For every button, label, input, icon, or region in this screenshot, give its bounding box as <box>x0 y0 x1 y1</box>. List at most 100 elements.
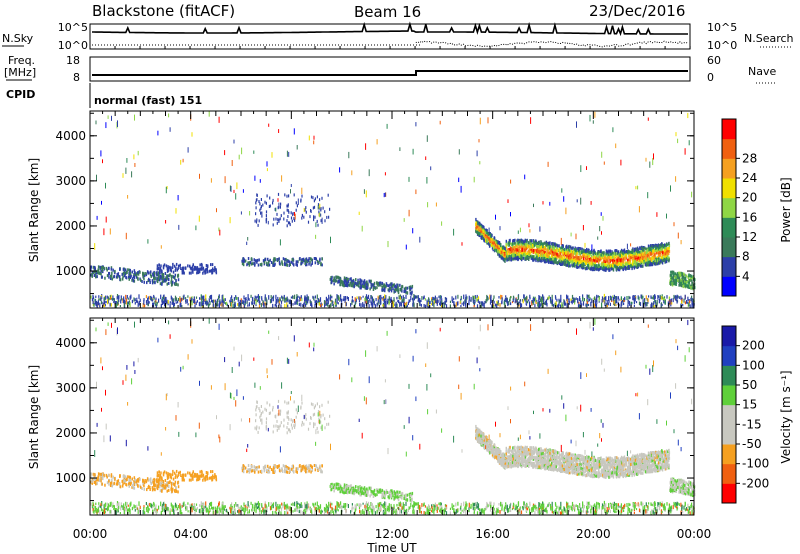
echo-cell <box>540 258 542 262</box>
echo-cell <box>166 269 169 273</box>
echo-cell <box>609 297 612 301</box>
echo-cell <box>179 263 181 267</box>
echo-cell <box>656 256 658 260</box>
echo-cell <box>691 295 693 301</box>
echo-cell <box>164 278 166 282</box>
echo-cell <box>91 298 94 301</box>
echo-cell <box>658 257 660 261</box>
echo-cell <box>281 260 283 264</box>
echo-cell <box>618 261 621 265</box>
echo-cell <box>357 278 359 282</box>
echo-cell <box>330 281 333 284</box>
echo-cell <box>284 258 286 262</box>
echo-cell <box>573 256 576 260</box>
echo-cell <box>603 253 606 257</box>
echo-cell <box>601 254 603 258</box>
echo-cell <box>592 268 595 272</box>
echo-cell <box>647 244 650 248</box>
echo-cell <box>403 297 405 302</box>
echo-cell <box>593 265 595 269</box>
echo-cell <box>197 270 199 274</box>
echo-cell <box>444 297 446 300</box>
echo-cell <box>157 277 159 281</box>
echo-cell <box>640 258 643 262</box>
echo-cell <box>146 281 148 285</box>
echo-cell <box>635 252 637 256</box>
echo-cell <box>493 236 496 240</box>
echo-cell <box>328 294 330 300</box>
echo-cell <box>573 298 575 303</box>
echo-cell <box>153 294 155 299</box>
echo-cell <box>626 266 628 270</box>
echo-cell <box>363 303 365 307</box>
echo-cell <box>618 268 621 272</box>
echo-cell <box>139 298 141 303</box>
echo-cell <box>641 246 643 250</box>
echo-cell <box>476 304 479 308</box>
echo-cell <box>127 268 129 272</box>
echo-cell <box>580 305 582 308</box>
echo-cell <box>283 217 285 221</box>
echo-cell <box>112 268 114 272</box>
echo-cell <box>257 297 259 302</box>
echo-cell <box>656 248 658 252</box>
echo-cell <box>488 237 491 241</box>
echo-cell <box>542 247 544 251</box>
echo-cell <box>123 271 125 275</box>
echo-cell <box>351 300 353 305</box>
echo-cell <box>606 300 608 305</box>
echo-cell <box>314 299 316 304</box>
echo-cell <box>620 248 623 252</box>
echo-cell <box>505 239 507 243</box>
echo-cell <box>657 247 660 251</box>
echo-cell <box>505 245 507 249</box>
echo-cell <box>383 296 385 301</box>
echo-cell <box>143 298 145 302</box>
echo-cell <box>305 297 307 302</box>
echo-cell <box>574 258 576 262</box>
echo-cell <box>97 300 99 306</box>
echo-cell <box>630 264 632 267</box>
echo-cell <box>483 231 485 235</box>
echo-cell <box>211 299 213 303</box>
echo-cell <box>92 271 95 275</box>
echo-cell <box>586 249 588 253</box>
echo-cell <box>319 297 322 302</box>
echo-cell <box>310 195 313 199</box>
echo-cell <box>443 303 445 308</box>
echo-cell <box>556 247 558 250</box>
echo-cell <box>267 257 269 261</box>
echo-cell <box>266 261 268 265</box>
echo-cell <box>636 258 638 261</box>
echo-cell <box>185 299 187 304</box>
nsearch-line <box>415 40 689 48</box>
echo-cell <box>255 220 258 224</box>
echo-cell <box>172 270 175 274</box>
echo-cell <box>170 274 173 278</box>
echo-cell <box>388 301 390 306</box>
echo-cell <box>301 194 303 198</box>
echo-cell <box>596 254 598 258</box>
echo-cell <box>587 303 590 306</box>
echo-cell <box>411 284 414 288</box>
echo-cell <box>539 249 541 253</box>
echo-cell <box>612 266 614 270</box>
echo-cell <box>543 296 545 300</box>
echo-cell <box>298 302 300 306</box>
echo-cell <box>644 246 646 250</box>
echo-cell <box>352 279 355 283</box>
echo-cell <box>671 276 674 280</box>
echo-cell <box>308 257 310 261</box>
echo-cell <box>330 276 332 280</box>
echo-cell <box>681 298 683 302</box>
echo-cell <box>111 271 113 275</box>
echo-cell <box>619 253 621 257</box>
echo-cell <box>300 262 303 266</box>
echo-cell <box>129 276 131 279</box>
echo-cell <box>314 295 316 299</box>
echo-cell <box>550 261 552 264</box>
echo-cell <box>501 253 504 257</box>
echo-cell <box>605 303 608 306</box>
echo-cell <box>555 258 557 262</box>
echo-cell <box>441 300 443 305</box>
